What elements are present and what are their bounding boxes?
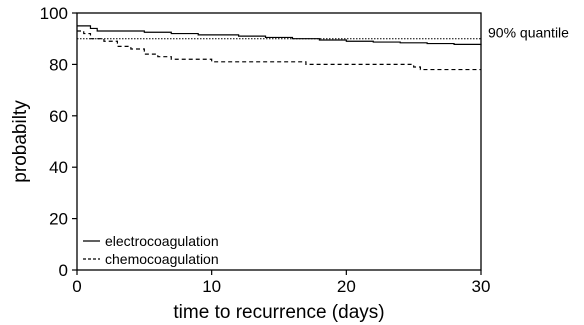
x-tick-label-30: 30 — [472, 277, 491, 296]
series-line-electrocoagulation — [77, 25, 482, 46]
legend: electrocoagulation chemocoagulation — [83, 233, 219, 267]
y-tick-label-0: 0 — [59, 261, 68, 280]
y-tick-label-40: 40 — [49, 158, 68, 177]
axes — [76, 12, 482, 271]
series-lines — [77, 25, 482, 71]
y-tick-label-60: 60 — [49, 107, 68, 126]
x-axis-label: time to recurrence (days) — [173, 302, 384, 323]
legend-label-electrocoagulation: electrocoagulation — [105, 233, 219, 249]
tick-marks: 0 20 40 60 80 100 0 10 20 30 — [40, 4, 491, 296]
x-tick-label-0: 0 — [72, 277, 81, 296]
reference-line-label: 90% quantile — [488, 25, 569, 41]
y-tick-label-80: 80 — [49, 55, 68, 74]
y-axis-label: probabilty — [10, 100, 31, 183]
x-tick-label-20: 20 — [337, 277, 356, 296]
y-tick-label-20: 20 — [49, 210, 68, 229]
y-tick-label-100: 100 — [40, 4, 68, 23]
plot-frame — [76, 12, 482, 271]
legend-label-chemocoagulation: chemocoagulation — [105, 251, 219, 267]
x-tick-label-10: 10 — [202, 277, 221, 296]
reference-line-group: 90% quantile — [77, 25, 569, 41]
series-line-chemocoagulation — [77, 30, 481, 71]
